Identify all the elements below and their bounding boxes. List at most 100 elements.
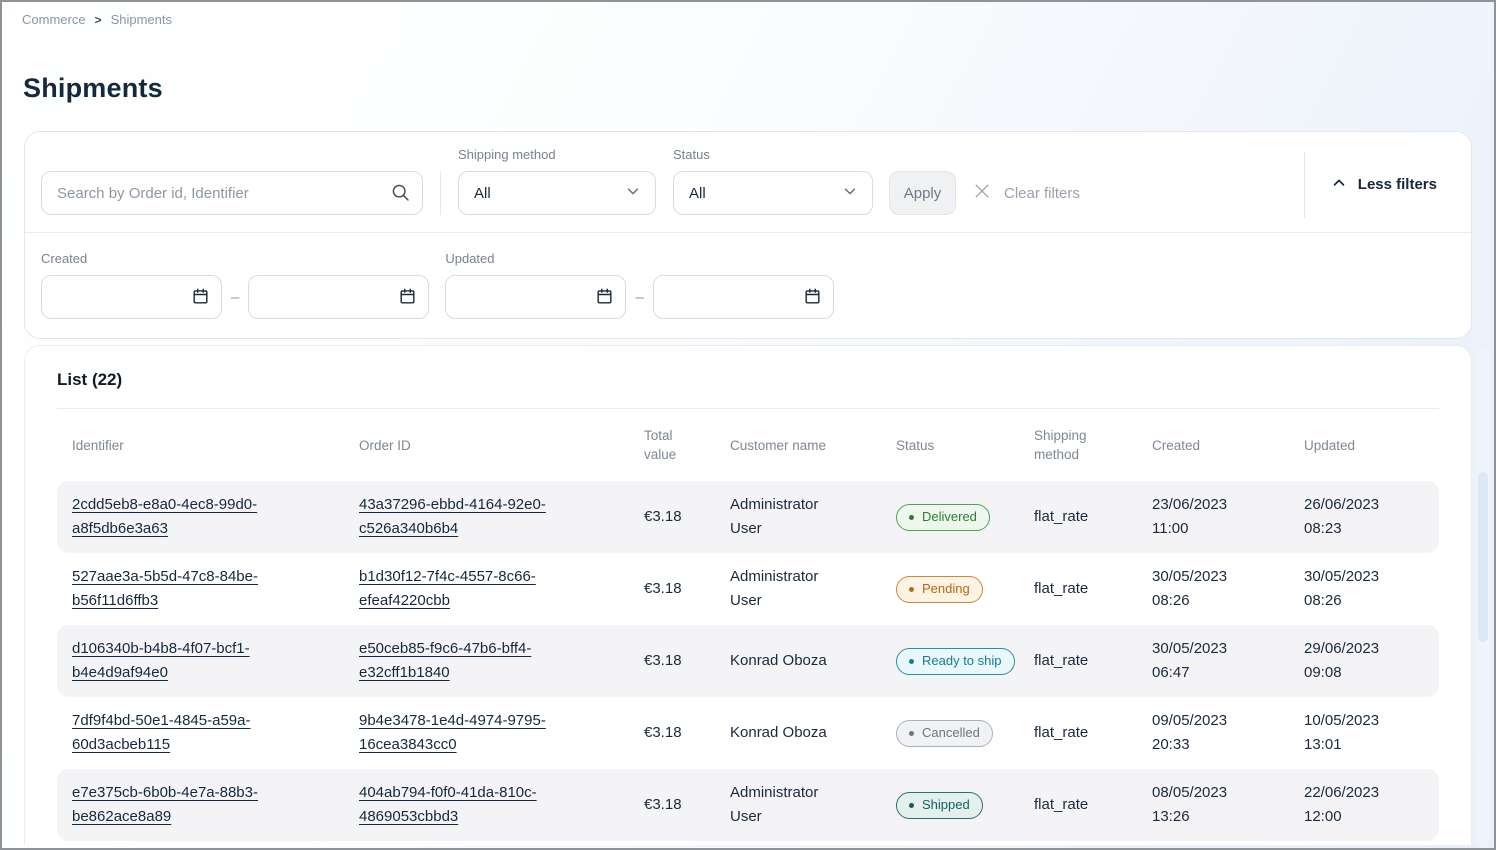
breadcrumb-separator-icon: > (95, 13, 102, 27)
customer-name-cell: Administrator User (730, 565, 860, 613)
identifier-link[interactable]: 527aae3a-5b5d-47c8-84be-b56f11d6ffb3 (72, 568, 258, 609)
identifier-link[interactable]: d106340b-b4b8-4f07-bcf1-b4e4d9af94e0 (72, 640, 250, 681)
updated-cell: 26/06/2023 08:23 (1304, 493, 1422, 541)
customer-name-cell: Administrator User (730, 493, 860, 541)
total-value-cell: €3.18 (644, 649, 730, 673)
created-cell: 09/05/2023 20:33 (1152, 709, 1270, 757)
order-id-link[interactable]: 9b4e3478-1e4d-4974-9795-16cea3843cc0 (359, 712, 546, 753)
status-dot-icon (909, 803, 914, 808)
breadcrumb-commerce[interactable]: Commerce (22, 12, 86, 27)
created-range: – (41, 275, 429, 319)
less-filters-toggle[interactable]: Less filters (1305, 174, 1455, 196)
column-header-identifier: Identifier (57, 436, 359, 455)
shipping-method-label: Shipping method (458, 145, 673, 164)
filters-panel: Shipping method All Status All Apply (24, 131, 1472, 339)
status-badge: Ready to ship (896, 648, 1015, 675)
range-dash: – (231, 289, 239, 306)
column-header-customer-name: Customer name (730, 436, 896, 455)
total-value-cell: €3.18 (644, 505, 730, 529)
total-value-cell: €3.18 (644, 721, 730, 745)
created-to-wrap (248, 275, 429, 319)
created-cell: 23/06/2023 11:00 (1152, 493, 1270, 541)
updated-cell: 10/05/2023 13:01 (1304, 709, 1422, 757)
range-dash: – (635, 289, 643, 306)
shipments-list-panel: List (22) Identifier Order ID Total valu… (24, 345, 1472, 845)
close-icon (972, 181, 992, 205)
status-dot-icon (909, 731, 914, 736)
calendar-icon[interactable] (803, 287, 822, 311)
customer-name-cell: Konrad Oboza (730, 721, 860, 745)
table-row: d106340b-b4b8-4f07-bcf1-b4e4d9af94e0 e50… (57, 625, 1439, 697)
list-title: List (22) (57, 370, 1439, 390)
shipping-method-value: All (474, 185, 491, 202)
status-dot-icon (909, 587, 914, 592)
status-select[interactable]: All (673, 171, 873, 215)
created-cell: 30/05/2023 06:47 (1152, 637, 1270, 685)
search-icon (390, 182, 411, 208)
chevron-up-icon (1330, 174, 1348, 196)
calendar-icon[interactable] (191, 287, 210, 311)
order-id-link[interactable]: e50ceb85-f9c6-47b6-bff4-e32cff1b1840 (359, 640, 531, 681)
clear-filters-label: Clear filters (1004, 185, 1080, 202)
updated-from-wrap (445, 275, 626, 319)
status-label: Status (673, 145, 889, 164)
status-badge: Pending (896, 576, 983, 603)
total-value-cell: €3.18 (644, 577, 730, 601)
status-dot-icon (909, 659, 914, 664)
status-value: All (689, 185, 706, 202)
shipments-page: { "breadcrumb": { "items": ["Commerce", … (0, 0, 1496, 850)
updated-to-wrap (653, 275, 834, 319)
updated-cell: 29/06/2023 09:08 (1304, 637, 1422, 685)
column-header-status: Status (896, 436, 1034, 455)
shipping-method-filter: Shipping method All (458, 145, 673, 215)
calendar-icon[interactable] (595, 287, 614, 311)
chevron-down-icon (841, 182, 859, 204)
calendar-icon[interactable] (398, 287, 417, 311)
status-badge: Shipped (896, 792, 983, 819)
column-header-updated: Updated (1304, 436, 1437, 455)
apply-button[interactable]: Apply (889, 171, 956, 215)
created-cell: 08/05/2023 13:26 (1152, 781, 1270, 829)
order-id-link[interactable]: 43a37296-ebbd-4164-92e0-c526a340b6b4 (359, 496, 546, 537)
updated-label: Updated (445, 249, 833, 268)
identifier-link[interactable]: 2cdd5eb8-e8a0-4ec8-99d0-a8f5db6e3a63 (72, 496, 257, 537)
table-header: Identifier Order ID Total value Customer… (57, 409, 1439, 481)
customer-name-cell: Konrad Oboza (730, 649, 860, 673)
column-header-total-value: Total value (644, 426, 730, 464)
page-title: Shipments (23, 73, 1494, 104)
updated-cell: 22/06/2023 12:00 (1304, 781, 1422, 829)
shipping-method-cell: flat_rate (1034, 793, 1152, 817)
customer-name-cell: Administrator User (730, 781, 860, 829)
total-value-cell: €3.18 (644, 793, 730, 817)
scrollbar-thumb[interactable] (1478, 472, 1488, 642)
filters-toggle-zone: Less filters (1304, 152, 1455, 218)
filters-row-dates: Created – Updated (25, 233, 1471, 338)
table-row: 527aae3a-5b5d-47c8-84be-b56f11d6ffb3 b1d… (57, 553, 1439, 625)
created-cell: 30/05/2023 08:26 (1152, 565, 1270, 613)
identifier-link[interactable]: 7df9f4bd-50e1-4845-a59a-60d3acbeb115 (72, 712, 250, 753)
search-input[interactable] (41, 171, 423, 215)
filters-divider-1 (440, 171, 441, 215)
column-header-shipping-method: Shipping method (1034, 426, 1152, 464)
updated-date-filter: Updated – (445, 249, 833, 319)
order-id-link[interactable]: b1d30f12-7f4c-4557-8c66-efeaf4220cbb (359, 568, 536, 609)
shipping-method-select[interactable]: All (458, 171, 656, 215)
scrollbar-track[interactable] (1476, 347, 1490, 848)
table-row: 2cdd5eb8-e8a0-4ec8-99d0-a8f5db6e3a63 43a… (57, 481, 1439, 553)
status-dot-icon (909, 515, 914, 520)
created-label: Created (41, 249, 429, 268)
created-date-filter: Created – (41, 249, 429, 319)
status-badge: Cancelled (896, 720, 993, 747)
filters-row-main: Shipping method All Status All Apply (25, 132, 1471, 232)
table-row: e7e375cb-6b0b-4e7a-88b3-be862ace8a89 404… (57, 769, 1439, 841)
shipping-method-cell: flat_rate (1034, 649, 1152, 673)
table-row: 7df9f4bd-50e1-4845-a59a-60d3acbeb115 9b4… (57, 697, 1439, 769)
created-from-wrap (41, 275, 222, 319)
chevron-down-icon (624, 182, 642, 204)
updated-range: – (445, 275, 833, 319)
column-header-order-id: Order ID (359, 436, 644, 455)
clear-filters-button[interactable]: Clear filters (972, 171, 1080, 215)
order-id-link[interactable]: 404ab794-f0f0-41da-810c-4869053cbbd3 (359, 784, 537, 825)
status-filter: Status All (673, 145, 889, 215)
identifier-link[interactable]: e7e375cb-6b0b-4e7a-88b3-be862ace8a89 (72, 784, 258, 825)
